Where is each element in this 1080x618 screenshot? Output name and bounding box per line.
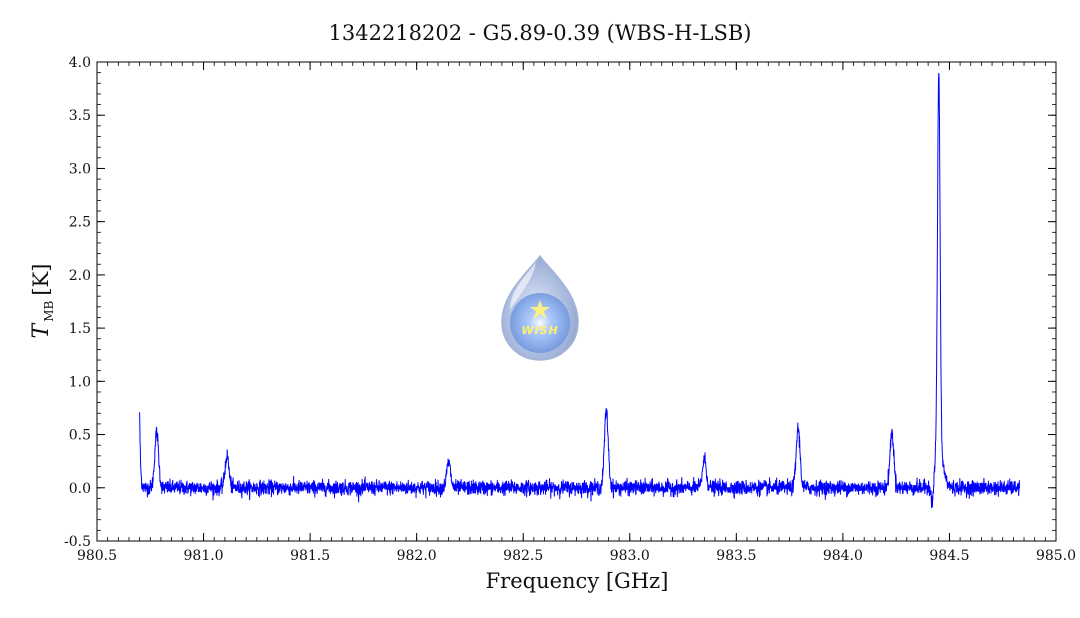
drop-highlight (510, 262, 536, 310)
x-tick-label: 985.0 (1036, 548, 1076, 564)
y-tick-label: 3.5 (69, 108, 91, 124)
plot-frame (96, 61, 1057, 542)
x-tick-label: 981.5 (290, 548, 330, 564)
svg-text:TMB[K]: TMB [K] (29, 264, 56, 339)
axes: 980.5 981.0 981.5 982.0 982.5 983.0 983.5 984.0… (64, 55, 1076, 564)
x-tick-label: 981.0 (184, 548, 224, 564)
x-axis-label: Frequency [GHz] (486, 569, 669, 593)
logo-text: WISH (521, 324, 558, 337)
x-tick-label: 984.0 (823, 548, 863, 564)
y-tick-label: 3.0 (69, 161, 91, 177)
y-tick-label: 2.0 (69, 268, 91, 284)
y-tick-label: 1.0 (69, 374, 91, 390)
y-tick-label: -0.5 (64, 534, 91, 550)
x-tick-label: 983.0 (610, 548, 650, 564)
x-tick-label: 982.0 (397, 548, 437, 564)
y-axis-label-symbol: T (29, 321, 54, 338)
chart-title: 1342218202 - G5.89-0.39 (WBS-H-LSB) (329, 21, 752, 45)
y-tick-label: 4.0 (69, 55, 91, 71)
wish-logo: WISH (501, 254, 579, 361)
x-tick-label: 984.5 (929, 548, 969, 564)
star-icon (530, 300, 550, 319)
y-tick-label: 2.5 (69, 215, 91, 231)
y-tick-label: 1.5 (69, 321, 91, 337)
plot-area (139, 73, 1021, 509)
x-tick-label: 980.5 (77, 548, 117, 564)
y-axis-label: TMB [K] (29, 264, 56, 339)
drop-inner-glow (510, 293, 570, 353)
x-tick-label: 982.5 (503, 548, 543, 564)
spectrum-line (139, 73, 1021, 509)
y-tick-label: 0.5 (69, 428, 91, 444)
y-tick-label: 0.0 (69, 481, 91, 497)
x-tick-label: 983.5 (716, 548, 756, 564)
y-axis-label-unit: [K] (29, 264, 53, 296)
y-axis-label-subscript: MB (42, 300, 56, 321)
